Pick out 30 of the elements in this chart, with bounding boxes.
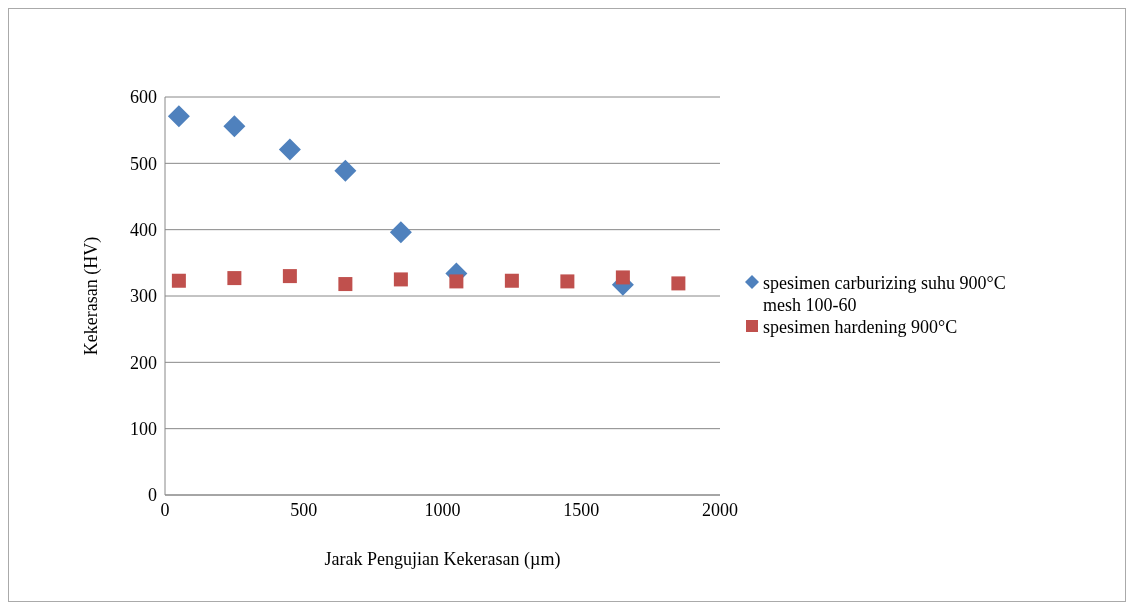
point: [615, 270, 630, 285]
point: [227, 271, 242, 286]
x-tick-label: 1000: [424, 499, 461, 520]
point: [338, 277, 353, 292]
point: [504, 273, 519, 288]
y-tick-label: 100: [130, 419, 157, 440]
point: [334, 159, 357, 182]
x-tick-label: 500: [290, 499, 318, 520]
point: [449, 274, 464, 289]
y-tick-label: 400: [130, 220, 157, 241]
x-tick-label: 2000: [702, 499, 738, 520]
point: [393, 272, 408, 287]
point: [282, 269, 297, 284]
y-tick-label: 500: [130, 153, 157, 174]
point: [671, 276, 686, 291]
y-tick-label: 600: [130, 87, 157, 108]
point: [171, 273, 186, 288]
y-tick-label: 0: [148, 485, 157, 506]
x-tick-label: 0: [160, 499, 170, 520]
y-tick-label: 300: [130, 286, 157, 307]
y-axis-title: Kekerasan (HV): [81, 236, 103, 356]
legend-label: spesimen hardening 900°C: [763, 316, 958, 338]
point: [560, 274, 575, 289]
y-tick-label: 200: [130, 352, 157, 373]
point: [223, 115, 246, 138]
point: [167, 105, 190, 128]
point: [278, 138, 301, 161]
x-axis-title: Jarak Pengujian Kekerasan (µm): [324, 549, 561, 570]
x-tick-label: 1500: [563, 499, 600, 520]
point: [389, 221, 412, 244]
